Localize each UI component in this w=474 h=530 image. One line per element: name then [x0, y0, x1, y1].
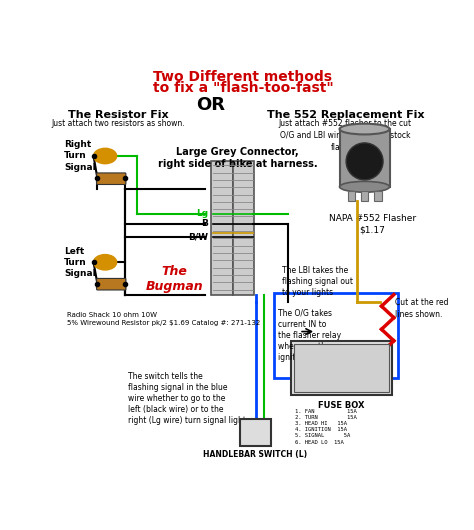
- Text: TURN
SIGNAL
SWITCH: TURN SIGNAL SWITCH: [241, 426, 269, 442]
- Bar: [211, 162, 233, 295]
- Ellipse shape: [339, 123, 390, 135]
- Text: to fix a "flash-too-fast": to fix a "flash-too-fast": [153, 81, 333, 94]
- FancyBboxPatch shape: [97, 173, 126, 184]
- Text: The
Bugman: The Bugman: [146, 265, 203, 293]
- Bar: [340, 129, 390, 187]
- Text: Left
Turn
Signal: Left Turn Signal: [64, 246, 96, 278]
- Ellipse shape: [93, 148, 117, 164]
- Bar: [292, 341, 392, 395]
- Text: Just attach two resistors as shown.: Just attach two resistors as shown.: [51, 119, 185, 128]
- Text: HANDLEBAR SWITCH (L): HANDLEBAR SWITCH (L): [203, 450, 307, 459]
- Bar: [294, 344, 389, 392]
- Text: The 552 Replacement Fix: The 552 Replacement Fix: [266, 110, 424, 120]
- Text: The switch tells the
flashing signal in the blue
wire whether to go to the
left : The switch tells the flashing signal in …: [128, 372, 250, 425]
- Ellipse shape: [339, 181, 390, 192]
- Text: B/W: B/W: [188, 232, 208, 241]
- Bar: [233, 162, 255, 295]
- Text: The LBI takes the
flashing signal out
to your lights: The LBI takes the flashing signal out to…: [282, 266, 353, 297]
- Text: Right
Turn
Signal: Right Turn Signal: [64, 140, 96, 172]
- Text: OR: OR: [196, 96, 225, 114]
- Text: Cut at the red
lines shown.: Cut at the red lines shown.: [395, 298, 449, 319]
- Text: Large Grey Connector,
right side of bike at harness.: Large Grey Connector, right side of bike…: [158, 147, 318, 169]
- Text: 1. FAN          15A
2. TURN         15A
3. HEAD HI   15A
4. IGNITION  15A
5. SIG: 1. FAN 15A 2. TURN 15A 3. HEAD HI 15A 4.…: [294, 409, 356, 445]
- Text: Radio Shack 10 ohm 10W
5% Wirewound Resistor pk/2 $1.69 Catalog #: 271-132: Radio Shack 10 ohm 10W 5% Wirewound Resi…: [66, 312, 260, 325]
- Bar: [240, 419, 271, 446]
- Text: The Resistor Fix: The Resistor Fix: [68, 110, 168, 120]
- Text: The O/G takes
current IN to
the flasher relay
whenever the
ignition is ON: The O/G takes current IN to the flasher …: [278, 308, 341, 362]
- Bar: [347, 191, 356, 201]
- Text: B: B: [201, 219, 208, 228]
- Bar: [374, 191, 382, 201]
- Text: FUSE BOX: FUSE BOX: [318, 401, 365, 410]
- Circle shape: [346, 143, 383, 180]
- Text: NAPA #552 Flasher
$1.17: NAPA #552 Flasher $1.17: [329, 214, 416, 235]
- Text: Two Different methods: Two Different methods: [154, 70, 332, 84]
- Bar: [274, 293, 398, 378]
- FancyBboxPatch shape: [97, 278, 126, 290]
- Ellipse shape: [93, 254, 117, 270]
- Bar: [361, 191, 368, 201]
- Text: Just attach #552 flasher to the cut
O/G and LBI wires from your stock
flasher.: Just attach #552 flasher to the cut O/G …: [279, 119, 412, 152]
- Text: Lg: Lg: [196, 209, 208, 218]
